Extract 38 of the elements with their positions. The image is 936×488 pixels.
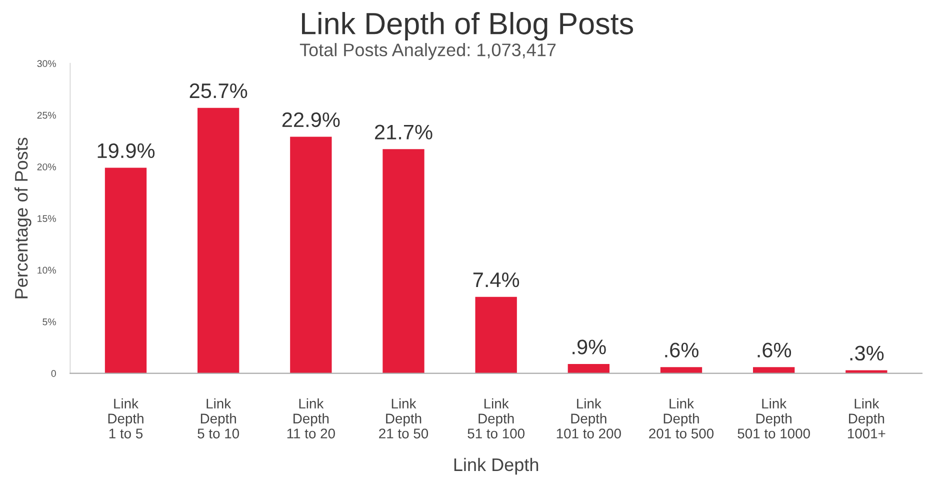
x-tick-label: Link Depth 51 to 100 xyxy=(468,398,524,438)
bar xyxy=(104,168,147,374)
data-label: 7.4% xyxy=(473,272,520,288)
data-label: .6% xyxy=(758,342,792,358)
y-tick-label: 0 xyxy=(51,370,56,377)
bar xyxy=(290,136,332,374)
data-label: 19.9% xyxy=(98,143,155,158)
bar xyxy=(752,367,795,374)
data-label: .6% xyxy=(665,342,698,358)
data-label: .9% xyxy=(572,340,606,354)
chart-subtitle: Total Posts Analyzed: 1,073,417 xyxy=(300,43,556,60)
y-tick-label: 15% xyxy=(38,215,56,222)
data-label: 21.7% xyxy=(375,124,432,140)
data-label: 25.7% xyxy=(190,83,248,98)
x-tick-label: Link Depth 21 to 50 xyxy=(379,398,428,438)
y-tick-label: 5% xyxy=(42,318,56,326)
x-tick-label: Link Depth 201 to 500 xyxy=(649,398,714,438)
x-tick-label: Link Depth 501 to 1000 xyxy=(738,398,810,438)
bar xyxy=(198,108,240,374)
x-tick-label: Link Depth 1 to 5 xyxy=(108,398,144,438)
bar xyxy=(475,296,517,374)
bar xyxy=(568,364,610,374)
y-tick-label: 25% xyxy=(37,112,56,119)
data-label: .3% xyxy=(850,346,884,361)
y-tick-label: 10% xyxy=(38,266,56,274)
x-tick-label: Link Depth 1001+ xyxy=(848,398,886,438)
y-tick-label: 20% xyxy=(37,163,56,170)
bar xyxy=(846,370,888,374)
y-axis-title: Percentage of Posts xyxy=(14,138,32,298)
data-label: 22.9% xyxy=(282,112,340,128)
chart-title: Link Depth of Blog Posts xyxy=(302,12,634,40)
x-tick-label: Link Depth 5 to 10 xyxy=(198,398,240,438)
y-tick-label: 30% xyxy=(37,60,56,68)
x-tick-label: Link Depth 101 to 200 xyxy=(556,398,621,438)
x-axis-title: Link Depth xyxy=(454,458,538,475)
x-tick-label: Link Depth 11 to 20 xyxy=(287,398,335,438)
bar xyxy=(660,367,702,374)
bar xyxy=(382,149,424,374)
